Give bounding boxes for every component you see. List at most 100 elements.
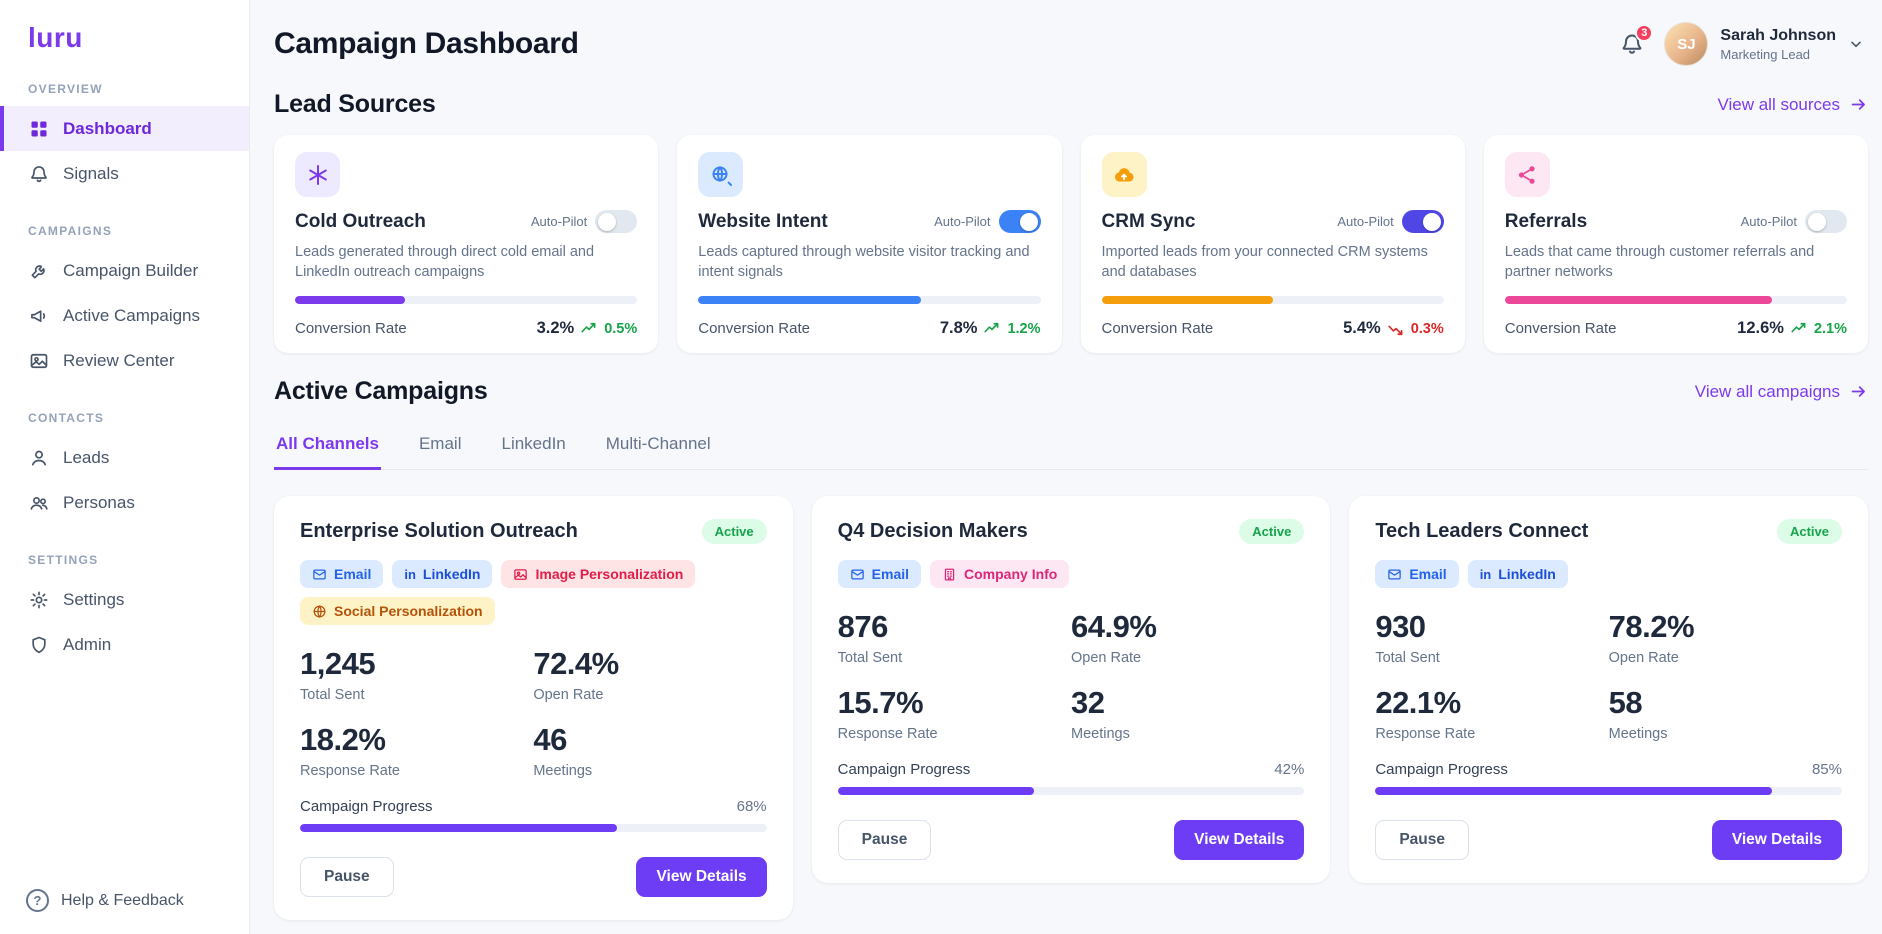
- lead-source-name: Cold Outreach: [295, 210, 426, 232]
- conversion-rate-label: Conversion Rate: [295, 320, 407, 337]
- view-details-button[interactable]: View Details: [1711, 820, 1842, 860]
- view-details-button[interactable]: View Details: [636, 857, 767, 897]
- shield-icon: [29, 635, 49, 655]
- campaign-progress-value: 68%: [736, 798, 767, 815]
- lead-progress-bar: [295, 296, 638, 304]
- response-rate-label: Response Rate: [1375, 726, 1476, 742]
- lead-source-name: Referrals: [1504, 210, 1588, 232]
- autopilot-toggle[interactable]: [1805, 210, 1847, 233]
- lead-progress-fill: [1101, 296, 1273, 304]
- lead-card-crm-sync: CRM Sync Auto-Pilot Imported leads from …: [1080, 135, 1465, 353]
- sidebar-item-active-campaigns[interactable]: Active Campaigns: [0, 293, 249, 338]
- sidebar-section-campaigns: CAMPAIGNS: [28, 224, 113, 238]
- campaign-progress-value: 42%: [1274, 761, 1305, 778]
- help-feedback[interactable]: ? Help & Feedback: [26, 889, 184, 912]
- campaign-channel-tabs: All Channels Email LinkedIn Multi-Channe…: [274, 422, 1868, 470]
- envelope-icon: [312, 567, 327, 582]
- pause-button[interactable]: Pause: [300, 857, 394, 897]
- total-sent-value: 876: [837, 609, 889, 644]
- autopilot-toggle[interactable]: [1401, 210, 1444, 233]
- total-sent-label: Total Sent: [300, 687, 365, 703]
- view-all-sources-link[interactable]: View all sources: [1717, 95, 1868, 115]
- view-all-campaigns-link[interactable]: View all campaigns: [1695, 382, 1868, 402]
- conversion-delta: 1.2%: [1007, 320, 1041, 337]
- lead-sources-grid: Cold Outreach Auto-Pilot Leads generated…: [274, 135, 1868, 353]
- sidebar-item-label: Settings: [63, 589, 125, 609]
- conversion-delta: 0.3%: [1410, 320, 1444, 337]
- sidebar-item-review-center[interactable]: Review Center: [0, 338, 249, 383]
- sidebar-item-leads[interactable]: Leads: [0, 435, 249, 480]
- conversion-delta: 2.1%: [1813, 320, 1847, 337]
- help-feedback-label: Help & Feedback: [61, 891, 184, 909]
- response-rate-value: 22.1%: [1375, 685, 1461, 720]
- campaign-cards-grid: Enterprise Solution Outreach Active Emai…: [274, 496, 1868, 920]
- arrow-right-icon: [1849, 95, 1868, 114]
- response-rate-value: 15.7%: [837, 685, 924, 720]
- autopilot-label: Auto-Pilot: [934, 214, 991, 229]
- sidebar-item-label: Dashboard: [63, 118, 152, 138]
- campaign-progress-bar: [1375, 787, 1842, 795]
- lead-source-description: Imported leads from your connected CRM s…: [1101, 244, 1428, 280]
- lead-progress-bar: [1101, 296, 1444, 304]
- autopilot-toggle[interactable]: [595, 210, 638, 233]
- pause-button[interactable]: Pause: [1375, 820, 1469, 860]
- view-details-button[interactable]: View Details: [1174, 820, 1305, 860]
- view-all-campaigns-label: View all campaigns: [1694, 381, 1840, 401]
- tab-multi-channel[interactable]: Multi-Channel: [605, 434, 711, 453]
- people-icon: [29, 493, 49, 513]
- campaign-progress-fill: [1375, 787, 1772, 795]
- bell-icon: [29, 164, 49, 184]
- sidebar-item-campaign-builder[interactable]: Campaign Builder: [0, 248, 249, 293]
- tab-all-channels[interactable]: All Channels: [274, 422, 381, 470]
- lead-card-website-intent: Website Intent Auto-Pilot Leads captured…: [677, 135, 1062, 353]
- campaign-progress-label: Campaign Progress: [300, 798, 433, 815]
- linkedin-icon: in: [404, 566, 416, 582]
- tag-email: Email: [837, 560, 922, 588]
- trend-up-icon: [1790, 320, 1808, 338]
- tab-email[interactable]: Email: [418, 434, 462, 453]
- image-icon: [513, 567, 528, 582]
- building-icon: [942, 567, 957, 582]
- conversion-rate-label: Conversion Rate: [1504, 320, 1617, 337]
- pause-button[interactable]: Pause: [837, 820, 932, 860]
- open-rate-value: 72.4%: [533, 646, 619, 681]
- globe-icon: [312, 604, 327, 619]
- trend-up-icon: [580, 320, 598, 338]
- sidebar-item-label: Campaign Builder: [63, 260, 199, 280]
- person-icon: [29, 448, 49, 468]
- user-menu[interactable]: SJ Sarah Johnson Marketing Lead: [1664, 22, 1864, 66]
- tab-linkedin[interactable]: LinkedIn: [501, 434, 566, 453]
- conversion-rate-label: Conversion Rate: [698, 320, 810, 337]
- question-circle-icon: ?: [26, 889, 49, 912]
- cloud-upload-icon: [1101, 152, 1147, 197]
- conversion-rate-value: 12.6%: [1737, 319, 1784, 337]
- campaign-card-tech-leaders: Tech Leaders Connect Active Email in Link…: [1349, 496, 1868, 883]
- conversion-rate-value: 7.8%: [939, 319, 978, 337]
- lead-source-name: CRM Sync: [1101, 210, 1196, 232]
- globe-search-icon: [698, 152, 744, 197]
- sidebar-item-dashboard[interactable]: Dashboard: [0, 106, 249, 151]
- campaign-progress-label: Campaign Progress: [837, 761, 971, 778]
- total-sent-label: Total Sent: [1375, 650, 1440, 666]
- autopilot-label: Auto-Pilot: [1740, 214, 1797, 229]
- lead-sources-title: Lead Sources: [274, 90, 436, 118]
- sidebar: luru OVERVIEW Dashboard Signals CAMPAIGN…: [0, 0, 250, 934]
- open-rate-label: Open Rate: [1608, 650, 1679, 666]
- total-sent-value: 1,245: [300, 646, 376, 681]
- lead-card-referrals: Referrals Auto-Pilot Leads that came thr…: [1483, 135, 1868, 353]
- meetings-label: Meetings: [1608, 726, 1668, 742]
- sidebar-item-admin[interactable]: Admin: [0, 622, 249, 667]
- envelope-icon: [1387, 567, 1402, 582]
- sidebar-item-personas[interactable]: Personas: [0, 480, 249, 525]
- view-all-sources-label: View all sources: [1717, 94, 1840, 114]
- autopilot-toggle[interactable]: [998, 210, 1041, 233]
- sidebar-item-label: Personas: [63, 492, 135, 512]
- sidebar-item-label: Signals: [63, 163, 119, 183]
- sidebar-item-settings[interactable]: Settings: [0, 577, 249, 622]
- notifications-button[interactable]: 3: [1620, 24, 1654, 56]
- sidebar-item-signals[interactable]: Signals: [0, 151, 249, 196]
- open-rate-label: Open Rate: [1070, 650, 1142, 666]
- meetings-value: 32: [1070, 685, 1105, 720]
- tag-social-personalization: Social Personalization: [300, 597, 495, 625]
- sidebar-item-label: Review Center: [63, 350, 175, 370]
